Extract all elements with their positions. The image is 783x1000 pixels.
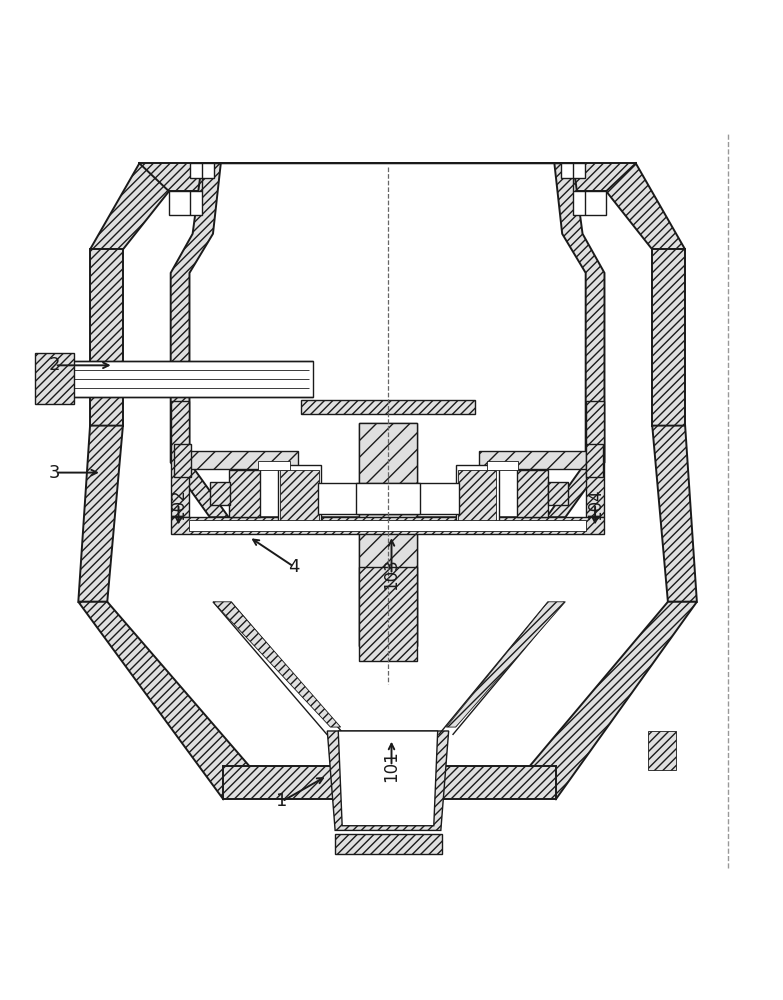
Polygon shape: [90, 163, 169, 249]
Polygon shape: [67, 361, 313, 397]
Polygon shape: [652, 426, 697, 602]
Polygon shape: [190, 163, 214, 178]
Polygon shape: [78, 426, 123, 602]
Polygon shape: [359, 423, 417, 646]
Polygon shape: [301, 400, 475, 414]
Polygon shape: [169, 191, 202, 215]
Polygon shape: [573, 191, 606, 215]
Polygon shape: [648, 731, 676, 770]
Polygon shape: [606, 163, 685, 249]
Polygon shape: [548, 482, 568, 505]
Text: 103: 103: [383, 559, 400, 590]
Polygon shape: [356, 483, 420, 514]
Polygon shape: [189, 163, 586, 517]
Polygon shape: [188, 451, 298, 469]
Polygon shape: [359, 567, 417, 661]
Polygon shape: [335, 834, 442, 854]
Polygon shape: [446, 602, 565, 727]
Polygon shape: [487, 461, 518, 470]
Polygon shape: [327, 731, 449, 830]
Polygon shape: [561, 163, 585, 178]
Polygon shape: [35, 353, 74, 404]
Polygon shape: [652, 249, 685, 426]
Polygon shape: [359, 423, 417, 646]
Polygon shape: [586, 444, 603, 477]
Text: 101: 101: [383, 750, 400, 782]
Polygon shape: [171, 517, 604, 534]
Polygon shape: [338, 731, 438, 826]
Polygon shape: [171, 401, 189, 517]
Polygon shape: [229, 470, 260, 517]
Text: 3: 3: [49, 464, 60, 482]
Polygon shape: [456, 465, 499, 523]
Text: 102: 102: [170, 488, 187, 520]
Text: 104: 104: [586, 488, 604, 520]
Polygon shape: [223, 766, 556, 799]
Polygon shape: [517, 470, 548, 517]
Polygon shape: [318, 483, 459, 514]
Polygon shape: [210, 482, 230, 505]
Polygon shape: [280, 470, 319, 521]
Polygon shape: [90, 249, 123, 426]
Text: 2: 2: [49, 356, 60, 374]
Polygon shape: [529, 602, 697, 799]
Polygon shape: [258, 461, 290, 470]
Polygon shape: [458, 470, 496, 521]
Polygon shape: [213, 602, 341, 727]
Polygon shape: [171, 163, 604, 517]
Polygon shape: [139, 163, 636, 191]
Polygon shape: [479, 451, 589, 469]
Polygon shape: [174, 444, 191, 477]
Polygon shape: [278, 465, 321, 523]
Polygon shape: [189, 520, 586, 531]
Polygon shape: [78, 602, 250, 799]
Text: 4: 4: [288, 558, 299, 576]
Text: 1: 1: [276, 792, 287, 810]
Polygon shape: [586, 401, 604, 517]
